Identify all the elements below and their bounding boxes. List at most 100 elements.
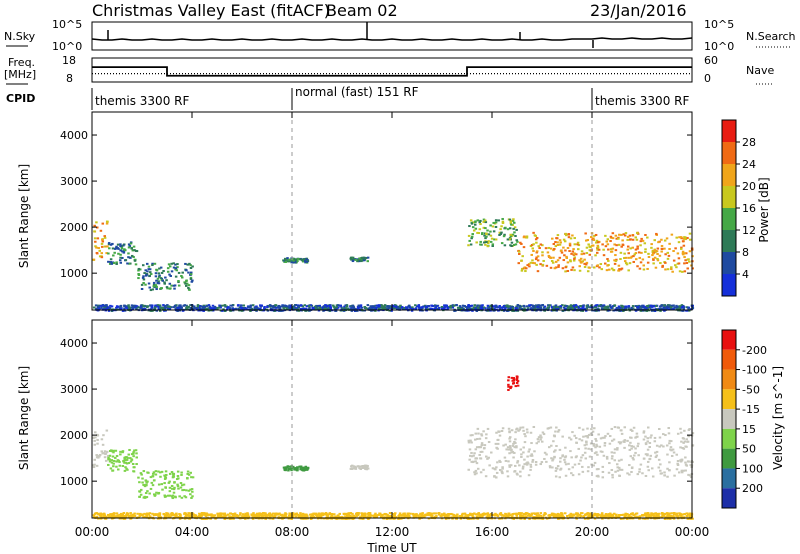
- range-cell: [498, 517, 501, 520]
- range-cell: [231, 513, 235, 516]
- range-cell: [644, 306, 648, 309]
- range-cell: [630, 470, 633, 473]
- range-cell: [283, 260, 286, 263]
- range-cell: [476, 437, 479, 440]
- range-cell: [523, 517, 526, 520]
- range-cell: [502, 305, 506, 308]
- range-cell: [476, 306, 480, 309]
- range-cell: [132, 245, 136, 248]
- range-cell: [429, 307, 432, 310]
- range-cell: [94, 304, 98, 307]
- range-cell: [624, 262, 628, 265]
- range-cell: [199, 305, 203, 308]
- range-cell: [403, 512, 406, 515]
- range-cell: [417, 306, 421, 309]
- range-cell: [432, 512, 436, 515]
- range-cell: [603, 436, 606, 439]
- range-cell: [150, 307, 153, 310]
- range-cell: [570, 252, 573, 255]
- range-cell: [380, 514, 384, 517]
- range-cell: [484, 221, 488, 224]
- range-cell: [595, 241, 598, 244]
- range-cell: [281, 304, 285, 307]
- range-cell: [569, 438, 573, 441]
- range-cell: [663, 517, 667, 520]
- colorbar-swatch: [722, 409, 736, 429]
- range-cell: [601, 517, 604, 520]
- range-cell: [637, 454, 640, 457]
- range-cell: [582, 435, 585, 438]
- range-cell: [124, 461, 128, 464]
- range-cell: [141, 481, 144, 484]
- range-cell: [593, 266, 596, 269]
- range-cell: [578, 269, 582, 272]
- range-cell: [167, 481, 171, 484]
- range-cell: [504, 307, 507, 310]
- range-cell: [151, 288, 155, 291]
- range-cell: [666, 251, 670, 254]
- range-cell: [630, 255, 634, 258]
- range-cell: [507, 388, 510, 391]
- range-cell: [117, 515, 121, 518]
- range-cell: [596, 474, 600, 477]
- range-cell: [471, 226, 475, 229]
- range-cell: [259, 305, 262, 308]
- range-cell: [386, 305, 389, 308]
- range-cell: [545, 264, 549, 267]
- range-cell: [633, 454, 636, 457]
- range-cell: [150, 304, 154, 307]
- range-cell: [540, 461, 544, 464]
- range-cell: [261, 514, 264, 517]
- range-cell: [617, 305, 621, 308]
- range-cell: [645, 307, 648, 310]
- range-cell: [231, 517, 234, 520]
- range-cell: [664, 261, 667, 264]
- range-cell: [660, 238, 663, 241]
- range-cell: [620, 514, 623, 517]
- range-cell: [668, 461, 671, 464]
- range-cell: [563, 254, 566, 257]
- range-cell: [568, 308, 572, 311]
- range-cell: [536, 259, 540, 262]
- range-cell: [563, 240, 567, 243]
- range-cell: [121, 256, 124, 259]
- range-cell: [161, 279, 164, 282]
- range-cell: [160, 277, 164, 280]
- range-cell: [551, 261, 555, 264]
- x-tick-label: 04:00: [175, 525, 210, 539]
- colorbar-swatch: [722, 142, 736, 164]
- range-cell: [127, 252, 130, 255]
- range-cell: [137, 272, 140, 275]
- range-cell: [688, 515, 692, 518]
- range-cell: [680, 246, 683, 249]
- range-cell: [349, 512, 353, 515]
- range-cell: [466, 306, 469, 309]
- nsky-tick-bottom: 10^0: [52, 40, 82, 53]
- range-cell: [592, 238, 596, 241]
- range-cell: [523, 441, 527, 444]
- range-cell: [351, 517, 355, 520]
- range-cell: [622, 233, 625, 236]
- range-cell: [142, 282, 145, 285]
- range-cell: [288, 512, 291, 515]
- range-cell: [630, 466, 634, 469]
- range-cell: [662, 433, 665, 436]
- range-cell: [344, 307, 348, 310]
- range-cell: [157, 517, 161, 520]
- colorbar-swatch: [722, 208, 736, 230]
- range-cell: [93, 224, 96, 227]
- range-cell: [98, 307, 101, 310]
- range-cell: [668, 516, 671, 519]
- range-cell: [469, 243, 473, 246]
- range-cell: [677, 257, 681, 260]
- range-cell: [589, 512, 592, 515]
- range-cell: [517, 262, 521, 265]
- range-cell: [518, 428, 522, 431]
- range-cell: [184, 512, 187, 515]
- range-cell: [467, 468, 470, 471]
- range-cell: [147, 513, 150, 516]
- range-cell: [178, 495, 181, 498]
- range-cell: [686, 236, 689, 239]
- range-cell: [339, 304, 342, 307]
- range-cell: [300, 307, 303, 310]
